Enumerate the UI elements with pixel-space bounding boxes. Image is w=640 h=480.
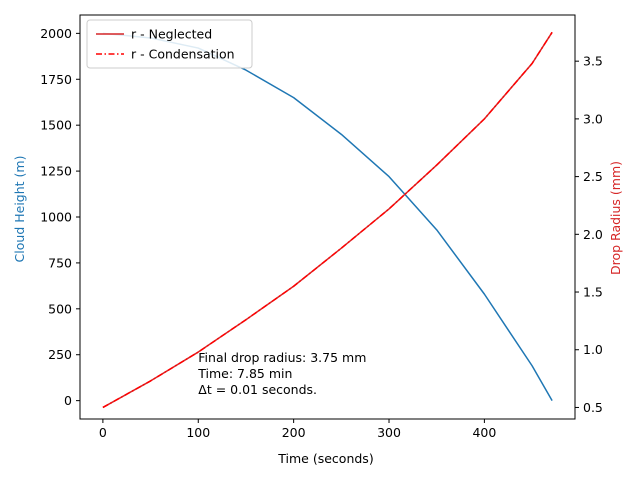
left-y-tick-label: 1750: [40, 72, 72, 87]
left-y-tick-label: 1250: [40, 164, 72, 179]
cloud-height-line: [102, 32, 553, 402]
x-axis: 0 100 200 300 400: [99, 419, 496, 440]
legend-label-condensation: r - Condensation: [131, 47, 235, 62]
legend: r - Neglected r - Condensation: [86, 19, 253, 69]
x-axis-label: Time (seconds): [277, 451, 373, 466]
annotation-line: Time: 7.85 min: [197, 366, 292, 381]
left-y-tick-label: 500: [48, 301, 72, 316]
radius-condensation-line: [102, 31, 553, 409]
x-tick-label: 0: [99, 425, 107, 440]
legend-box: [86, 19, 253, 69]
left-y-tick-label: 750: [48, 255, 72, 270]
left-y-tick-label: 250: [48, 347, 72, 362]
left-y-tick-label: 1500: [40, 118, 72, 133]
right-y-tick-label: 3.0: [583, 111, 603, 126]
annotation: Final drop radius: 3.75 mm Time: 7.85 mi…: [197, 350, 366, 397]
right-y-axis: 0.5 1.0 1.5 2.0 2.5 3.0 3.5: [575, 54, 603, 415]
legend-label-neglected: r - Neglected: [131, 27, 212, 42]
x-tick-label: 200: [282, 425, 306, 440]
right-y-tick-label: 2.5: [583, 169, 603, 184]
right-y-axis-label: Drop Radius (mm): [608, 161, 623, 275]
x-tick-label: 400: [472, 425, 496, 440]
x-tick-label: 300: [377, 425, 401, 440]
left-y-axis-label: Cloud Height (m): [12, 156, 27, 263]
right-y-tick-label: 3.5: [583, 54, 603, 69]
left-y-axis: 0 250 500 750 1000 1250 1500 1750 2000: [40, 26, 80, 408]
right-y-tick-label: 0.5: [583, 400, 603, 415]
annotation-line: Δt = 0.01 seconds.: [198, 382, 317, 397]
right-y-tick-label: 2.0: [583, 227, 603, 242]
x-tick-label: 100: [186, 425, 210, 440]
right-y-tick-label: 1.5: [583, 285, 603, 300]
left-y-tick-label: 1000: [40, 210, 72, 225]
right-y-tick-label: 1.0: [583, 342, 603, 357]
left-y-tick-label: 2000: [40, 26, 72, 41]
annotation-line: Final drop radius: 3.75 mm: [198, 350, 366, 365]
left-y-tick-label: 0: [64, 393, 72, 408]
